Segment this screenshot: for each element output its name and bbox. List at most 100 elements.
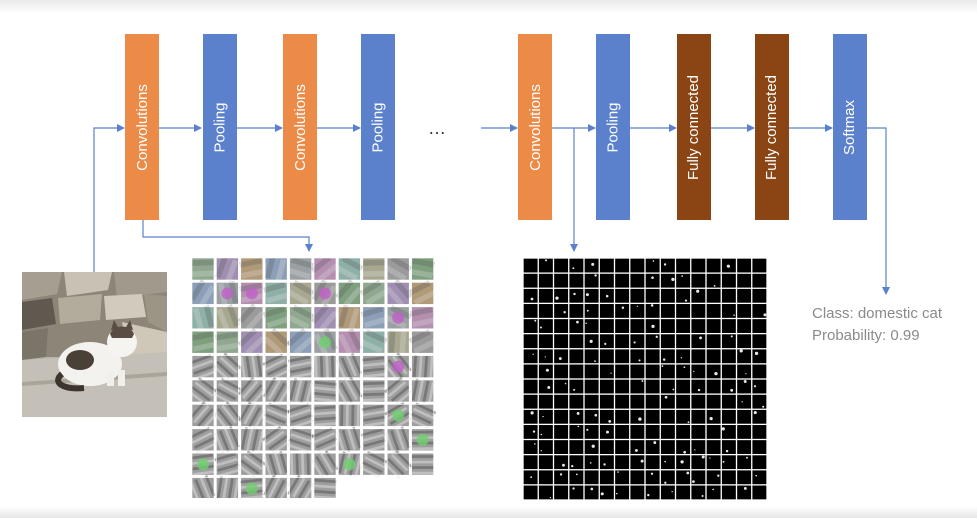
feature-map-tile	[523, 485, 538, 500]
filter-tile	[360, 329, 388, 354]
feature-map-tile	[706, 394, 721, 409]
feature-map-tile	[630, 455, 645, 470]
filter-tile	[213, 426, 240, 454]
feature-map-tile	[721, 470, 736, 485]
activation-speck	[532, 430, 536, 433]
activation-speck	[638, 417, 642, 421]
feature-map-tile	[569, 440, 584, 454]
feature-map-tile	[523, 409, 538, 424]
feature-map-tile	[630, 485, 645, 500]
activation-speck	[697, 388, 701, 392]
filter-tile	[289, 452, 312, 476]
activation-speck	[713, 284, 716, 287]
feature-map-tile	[737, 394, 752, 409]
feature-map-tile	[569, 455, 584, 470]
arrow-input-to-conv1	[93, 124, 125, 272]
filter-tile	[360, 306, 387, 330]
filter-tile	[288, 355, 314, 379]
feature-map-tile	[538, 485, 553, 500]
filter-tile	[383, 377, 414, 406]
feature-map-tile	[599, 409, 614, 424]
feature-map-tile	[569, 364, 584, 379]
feature-map-tile	[752, 440, 767, 454]
filter-tile	[289, 378, 314, 405]
activation-speck	[603, 463, 606, 466]
filter-tile	[192, 377, 218, 406]
filter-tile	[312, 379, 337, 403]
feature-map-tile	[569, 304, 584, 318]
feature-map-tile	[615, 304, 630, 318]
feature-map-tile	[523, 425, 538, 439]
feature-map-tile	[584, 425, 599, 439]
filter-tile	[192, 401, 218, 431]
feature-map-tile	[554, 319, 569, 333]
activation-speck	[692, 480, 695, 483]
feature-map-tile	[706, 470, 721, 485]
feature-map-tile	[615, 319, 630, 333]
filter-tile	[411, 354, 434, 379]
filter-tile	[192, 452, 216, 476]
activation-speck	[699, 336, 702, 340]
feature-map-tile	[706, 485, 721, 500]
layer-softmax: Softmax	[833, 34, 867, 220]
feature-map-tile	[752, 470, 767, 485]
activation-speck	[558, 357, 562, 360]
feature-map-tile	[752, 288, 767, 303]
activation-speck	[664, 460, 666, 463]
layer-pool-2: Pooling	[361, 34, 395, 220]
activation-speck	[754, 351, 759, 356]
activation-speck	[651, 276, 654, 279]
filter-tile	[384, 402, 413, 430]
filter-tile	[215, 330, 240, 354]
filter-tile	[335, 352, 362, 381]
feature-map-tile	[691, 425, 706, 439]
feature-map-tile	[645, 425, 660, 439]
activation-speck	[542, 415, 544, 418]
feature-map-tile	[676, 379, 691, 394]
activation-speck	[709, 417, 713, 421]
filter-tile	[313, 328, 338, 356]
feature-map-tile	[691, 409, 706, 424]
feature-map-tile	[554, 440, 569, 454]
activation-speck	[725, 449, 729, 453]
layer-pool-1: Pooling	[203, 34, 237, 220]
feature-map-tile	[676, 258, 691, 273]
activation-speck	[563, 311, 566, 314]
filter-tile	[192, 330, 216, 354]
activation-speck	[534, 443, 536, 445]
filter-tile	[336, 258, 364, 281]
filter-tile	[360, 428, 388, 453]
filter-tile	[338, 404, 361, 427]
filter-tile	[263, 281, 289, 305]
activation-speck	[730, 388, 734, 392]
feature-map-tile	[721, 334, 736, 349]
feature-map-tile	[615, 425, 630, 439]
feature-map-tile	[569, 425, 584, 439]
filter-tile	[264, 258, 288, 282]
feature-map-tile	[645, 409, 660, 424]
feature-map-tile	[721, 319, 736, 333]
feature-map-tile	[599, 364, 614, 379]
feature-map-tile	[630, 379, 645, 394]
filter-tile	[362, 379, 386, 403]
feature-map-tile	[584, 409, 599, 424]
feature-map-tile	[706, 455, 721, 470]
filter-tile	[313, 404, 337, 427]
activation-speck	[540, 433, 543, 436]
feature-map-tile	[752, 485, 767, 500]
feature-map-tile	[569, 273, 584, 288]
feature-map-tile	[615, 379, 630, 394]
filter-tile	[311, 279, 337, 307]
filter-tile	[239, 477, 264, 498]
feature-map-tile	[660, 379, 675, 394]
feature-map-tile	[630, 364, 645, 379]
result-probability-text: Probability: 0.99	[812, 327, 920, 344]
activation-speck	[591, 262, 595, 266]
filter-tile	[408, 402, 436, 430]
activation-speck	[589, 339, 593, 343]
activation-speck	[539, 326, 542, 329]
feature-map-tile	[523, 273, 538, 288]
activation-speck	[701, 495, 704, 498]
feature-map-tile	[660, 349, 675, 364]
activation-speck	[564, 382, 567, 385]
